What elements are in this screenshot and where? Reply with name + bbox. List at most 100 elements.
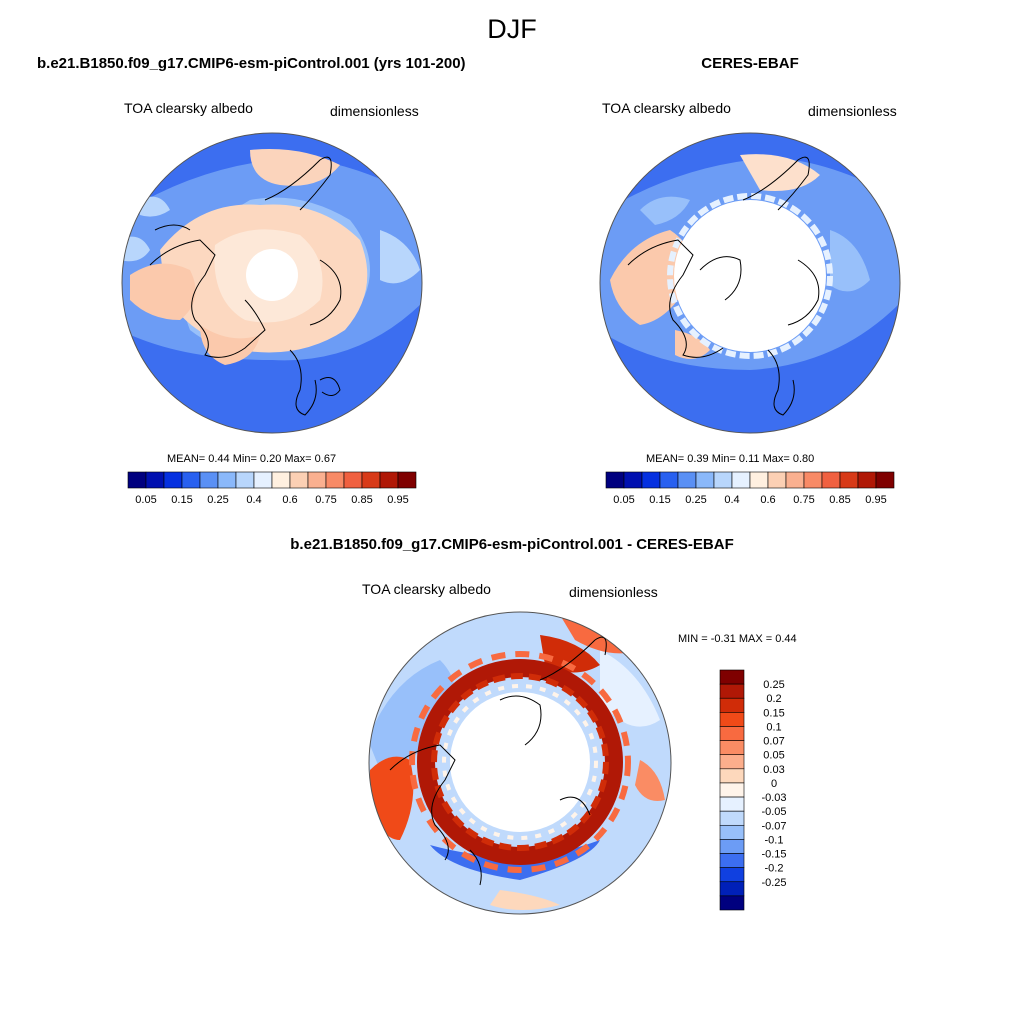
colorbar-swatch (397, 471, 417, 489)
colorbar-tick-label: -0.1 (765, 834, 784, 846)
colorbar-swatch (217, 471, 237, 489)
panel1-pole-mask (246, 249, 298, 301)
colorbar-tick-label: 0.05 (613, 494, 634, 506)
panel2-colorbar: 0.05 0.15 0.25 0.4 0.6 0.75 0.85 0.95 (605, 471, 895, 506)
panel3-map (368, 611, 672, 915)
colorbar-swatch (719, 895, 745, 911)
colorbar-swatch (719, 867, 745, 883)
colorbar-tick-label: -0.2 (765, 863, 784, 875)
colorbar-swatch (719, 669, 745, 685)
colorbar-swatch (271, 471, 291, 489)
colorbar-tick-label: 0.2 (766, 693, 781, 705)
colorbar-swatch (749, 471, 769, 489)
colorbar-swatch (289, 471, 309, 489)
colorbar-swatch (767, 471, 787, 489)
colorbar-tick-label: 0.07 (763, 736, 784, 748)
colorbar-tick-label: 0.03 (763, 764, 784, 776)
panel2-map (599, 132, 901, 434)
colorbar-tick-label: 0.15 (171, 494, 192, 506)
panel2-stats: MEAN= 0.39 Min= 0.11 Max= 0.80 (646, 453, 815, 465)
colorbar-tick-label: 0.25 (207, 494, 228, 506)
panel1-colorbar: 0.05 0.15 0.25 0.4 0.6 0.75 0.85 0.95 (127, 471, 417, 506)
colorbar-swatch (719, 810, 745, 826)
colorbar-swatch (379, 471, 399, 489)
colorbar-tick-label: 0.15 (649, 494, 670, 506)
panel1-map (121, 132, 423, 434)
colorbar-tick-label: 0.95 (865, 494, 886, 506)
colorbar-swatch (307, 471, 327, 489)
colorbar-tick-label: 0.25 (685, 494, 706, 506)
colorbar-tick-label: 0.05 (763, 750, 784, 762)
colorbar-swatch (659, 471, 679, 489)
colorbar-tick-label: -0.05 (761, 806, 786, 818)
panel3-right-label: dimensionless (569, 584, 658, 600)
colorbar-swatch (181, 471, 201, 489)
colorbar-swatch (719, 712, 745, 727)
colorbar-tick-label: -0.03 (761, 792, 786, 804)
colorbar-swatch (199, 471, 219, 489)
panel2-right-label: dimensionless (808, 103, 897, 119)
colorbar-swatch (719, 754, 745, 770)
colorbar-tick-label: 0.1 (766, 721, 781, 733)
colorbar-swatch (719, 697, 745, 713)
colorbar-swatch (127, 471, 147, 489)
colorbar-swatch (713, 471, 733, 489)
colorbar-tick-label: -0.15 (761, 849, 786, 861)
colorbar-swatch (719, 853, 745, 868)
colorbar-swatch (785, 471, 805, 489)
panel1-title: b.e21.B1850.f09_g17.CMIP6-esm-piControl.… (37, 55, 466, 72)
colorbar-swatch (731, 471, 751, 489)
colorbar-swatch (605, 471, 625, 489)
colorbar-swatch (235, 471, 255, 489)
colorbar-tick-label: 0.6 (760, 494, 775, 506)
colorbar-swatch (641, 471, 661, 489)
colorbar-swatch (719, 726, 745, 741)
panel3-left-label: TOA clearsky albedo (362, 581, 491, 597)
colorbar-swatch (821, 471, 841, 489)
colorbar-swatch (695, 471, 715, 489)
colorbar-tick-label: 0.6 (282, 494, 297, 506)
colorbar-swatch (719, 824, 745, 840)
colorbar-swatch (325, 471, 345, 489)
colorbar-swatch (719, 796, 745, 812)
colorbar-swatch (361, 471, 381, 489)
colorbar-swatch (875, 471, 895, 489)
panel1-stats: MEAN= 0.44 Min= 0.20 Max= 0.67 (167, 453, 337, 465)
colorbar-swatch (839, 471, 859, 489)
colorbar-tick-label: 0.85 (351, 494, 372, 506)
colorbar-tick-label: 0.25 (763, 679, 784, 691)
colorbar-swatch (719, 782, 745, 798)
panel3-colorbar: 0.25 0.2 0.15 0.1 0.07 0.05 0.03 0 -0.03 -0.05 -0.… (719, 669, 787, 911)
colorbar-tick-label: 0 (771, 778, 777, 790)
colorbar-tick-label: 0.4 (724, 494, 739, 506)
colorbar-tick-label: -0.25 (761, 877, 786, 889)
panel2-title: CERES-EBAF (701, 55, 799, 72)
colorbar-tick-label: 0.75 (793, 494, 814, 506)
colorbar-tick-label: 0.05 (135, 494, 156, 506)
colorbar-tick-label: 0.4 (246, 494, 261, 506)
colorbar-tick-label: -0.07 (761, 820, 786, 832)
colorbar-swatch (253, 471, 273, 489)
panel1-right-label: dimensionless (330, 103, 419, 119)
colorbar-swatch (719, 881, 745, 897)
colorbar-swatch (719, 839, 745, 854)
colorbar-swatch (677, 471, 697, 489)
panel3-pole-mask (450, 692, 590, 832)
colorbar-swatch (145, 471, 165, 489)
colorbar-swatch (163, 471, 183, 489)
panel3-title: b.e21.B1850.f09_g17.CMIP6-esm-piControl.… (290, 536, 734, 553)
colorbar-swatch (803, 471, 823, 489)
colorbar-tick-label: 0.15 (763, 707, 784, 719)
colorbar-tick-label: 0.75 (315, 494, 336, 506)
colorbar-swatch (719, 740, 745, 756)
colorbar-tick-label: 0.85 (829, 494, 850, 506)
colorbar-swatch (719, 683, 745, 699)
page-title: DJF (487, 14, 537, 44)
colorbar-swatch (343, 471, 363, 489)
colorbar-swatch (623, 471, 643, 489)
panel1-left-label: TOA clearsky albedo (124, 100, 253, 116)
colorbar-tick-label: 0.95 (387, 494, 408, 506)
panel2-pole-mask (674, 200, 826, 352)
colorbar-swatch (857, 471, 877, 489)
